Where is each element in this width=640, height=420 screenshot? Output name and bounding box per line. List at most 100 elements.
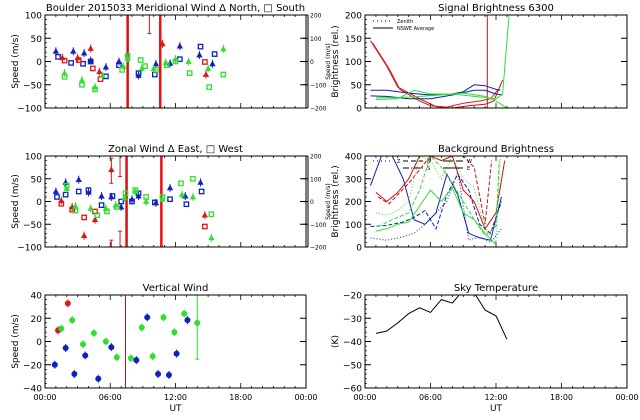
square-point-green — [132, 187, 139, 193]
y2-tick-label: −200 — [310, 245, 327, 252]
y-tick-label: 50 — [351, 81, 363, 91]
y-tick-label: 150 — [345, 35, 362, 45]
data-point-blue — [155, 371, 162, 378]
y2-tick-label: 0 — [310, 59, 314, 66]
square-point-blue — [116, 62, 122, 69]
square-point-green — [104, 208, 110, 215]
y-axis-label: Speed (m/s) — [11, 34, 21, 89]
series-line-green-b — [375, 186, 497, 246]
square-point-blue — [62, 191, 69, 198]
square-point-green — [172, 58, 179, 65]
y-tick-label: 0 — [356, 105, 362, 115]
x-axis-label: UT — [169, 404, 182, 414]
data-point-blue — [144, 314, 151, 321]
y2-tick-label: −100 — [310, 82, 327, 89]
square-point-green — [92, 86, 98, 93]
square-point-red — [90, 65, 96, 72]
data-point-green — [113, 354, 120, 361]
square-point-blue — [85, 187, 92, 193]
data-point-green — [181, 310, 188, 317]
y2-tick-label: −200 — [310, 106, 327, 113]
panel-signal: Signal Brightness 6300 200 150 100 50 0 Bright… — [331, 3, 628, 115]
data-point-blue — [62, 345, 69, 352]
y-tick-label: −50 — [23, 221, 42, 231]
y2-tick-label: 200 — [310, 13, 322, 20]
square-point-blue — [129, 198, 135, 205]
plot-area-zonal — [52, 156, 215, 247]
square-point-green — [153, 67, 159, 73]
y-tick-label: 100 — [25, 12, 42, 22]
y-tick-label: 300 — [345, 175, 362, 185]
y-tick-label: −40 — [343, 338, 362, 348]
square-point-blue — [118, 198, 124, 205]
data-point-blue — [173, 350, 180, 357]
data-point-green — [160, 314, 167, 321]
square-point-blue — [151, 71, 158, 78]
panel-title: Background Brightness — [438, 144, 554, 155]
plot-frame — [364, 14, 628, 109]
y-tick-label: 100 — [345, 58, 362, 68]
square-point-red — [69, 206, 76, 213]
panel-title: Signal Brightness 6300 — [438, 3, 554, 14]
data-point-red — [64, 300, 71, 307]
square-point-green — [178, 180, 184, 187]
y-tick-label: 100 — [345, 221, 362, 231]
y-tick-label: 40 — [31, 292, 43, 302]
plot-area-skytemp — [375, 295, 508, 340]
legend-label: NSWE Average — [397, 26, 434, 32]
x-tick-label: 06:00 — [419, 393, 442, 402]
series-line-blue-b — [370, 173, 502, 235]
series-line-green-a — [375, 156, 501, 244]
data-point-blue — [71, 371, 78, 378]
data-point-blue — [95, 375, 102, 382]
square-point-blue — [87, 58, 94, 65]
square-point-blue — [54, 194, 60, 200]
square-point-red — [58, 200, 65, 207]
y2-tick-label: 200 — [310, 154, 322, 161]
y-axis-label: Speed (m/s) — [11, 174, 21, 229]
square-point-blue — [135, 70, 142, 76]
square-point-red — [202, 59, 208, 65]
panel-title: Vertical Wind — [143, 283, 209, 294]
y2-tick-label: −100 — [310, 222, 327, 229]
square-point-blue — [183, 201, 190, 208]
panel-title: Boulder 2015033 Meridional Wind Δ North,… — [46, 3, 305, 14]
data-point-green — [127, 355, 134, 362]
x-tick-label: 18:00 — [229, 393, 252, 402]
series-line-green-2 — [375, 92, 508, 108]
y-tick-label: 20 — [31, 315, 43, 325]
square-point-green — [142, 63, 148, 70]
square-point-red — [81, 214, 87, 221]
data-point-blue — [184, 317, 191, 324]
x-tick-label: 06:00 — [99, 393, 122, 402]
y-tick-label: −60 — [343, 385, 362, 395]
data-point-green — [58, 325, 65, 332]
x-tick-label: 00:00 — [353, 393, 376, 402]
y-tick-label: −20 — [23, 361, 42, 371]
legend-label: S — [427, 166, 430, 172]
plot-frame — [44, 294, 307, 389]
y-tick-label: 0 — [356, 244, 362, 254]
data-point-blue — [108, 344, 115, 351]
y-axis-label: (K) — [331, 335, 341, 348]
data-point-green — [90, 330, 97, 337]
y-tick-label: −50 — [343, 361, 362, 371]
square-point-blue — [55, 54, 61, 60]
square-point-green — [122, 190, 129, 197]
data-point-green — [80, 341, 87, 348]
square-point-blue — [75, 188, 82, 195]
data-point-blue — [51, 361, 58, 368]
square-point-blue — [151, 199, 158, 206]
square-point-green — [186, 70, 193, 76]
square-point-green — [63, 182, 70, 189]
data-point-green — [138, 324, 145, 331]
square-point-blue — [80, 60, 86, 67]
y-tick-label: 400 — [345, 153, 362, 163]
panel-title: Sky Temperature — [454, 283, 538, 294]
square-point-blue — [211, 51, 218, 57]
y-tick-label: 0 — [36, 198, 42, 208]
square-point-green — [163, 62, 170, 69]
